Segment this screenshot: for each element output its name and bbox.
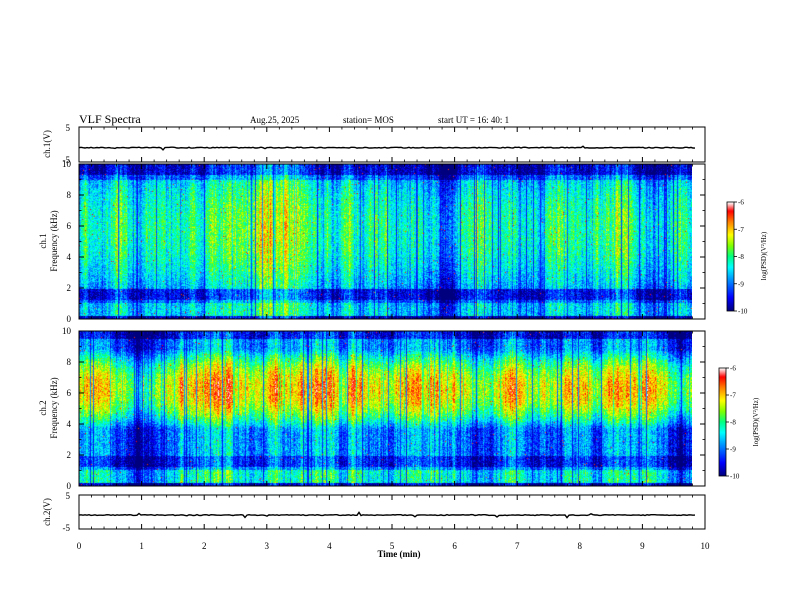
ch2-spec-y-tick-label: 0 [67, 481, 72, 491]
time-axis-tick-labels: 0 1 2 3 4 5 6 7 8 9 10 [77, 541, 710, 551]
ch2-colorbar-tick-label: -6 [730, 365, 736, 373]
ch1-waveform-x-ticks [78, 127, 706, 162]
ch2-wave-ytick-top: 5 [66, 491, 71, 501]
ch1-colorbar-gradient [727, 202, 734, 311]
ch1-colorbar-tick-label: -8 [738, 253, 744, 261]
time-tick-label: 7 [515, 541, 520, 551]
time-tick-label: 1 [139, 541, 144, 551]
start-ut-label: start UT = 16: 40: 1 [438, 115, 509, 125]
ch2-colorbar-tick-label: -8 [730, 419, 736, 427]
ch1-spectrogram-panel: 0 2 4 6 8 10 ch.1 Frequency (kHz) -6 -7 -8 -9 -10… [38, 159, 768, 324]
ch1-spec-ylabel-channel: ch.1 [38, 233, 48, 248]
ch2-spec-y-tick-label: 2 [67, 450, 72, 460]
ch1-colorbar-ticks: -6 -7 -8 -9 -10 [734, 199, 748, 316]
ch2-colorbar-tick-label: -10 [730, 473, 740, 481]
ch2-waveform-frame [78, 494, 706, 530]
ch1-wave-ylabel: ch.1(V) [42, 130, 52, 158]
ch2-spectrogram-canvas [79, 331, 692, 486]
ch2-wave-ytick-bottom: -5 [63, 523, 71, 533]
ch1-wave-ytick-bottom: -5 [63, 155, 71, 165]
ch2-spec-y-tick-label: 10 [62, 326, 72, 336]
ch2-spec-y-tick-label: 4 [67, 419, 72, 429]
ch2-waveform-x-ticks [78, 495, 706, 529]
time-tick-label: 2 [202, 541, 207, 551]
ch1-spectrogram-canvas [79, 164, 692, 319]
ch2-colorbar-tick-label: -9 [730, 446, 736, 454]
ch1-colorbar-tick-label: -6 [738, 199, 744, 207]
ch1-spec-y-tick-label: 10 [62, 159, 72, 169]
ch1-colorbar-tick-label: -7 [738, 226, 744, 234]
ch1-spec-y-tick-label: 2 [67, 283, 72, 293]
ch2-colorbar-label: log(PSD)(V²/Hz) [752, 397, 760, 446]
ch1-waveform-trace [78, 145, 696, 151]
ch1-waveform-frame [78, 126, 706, 163]
time-tick-label: 5 [390, 541, 395, 551]
ch1-spec-y-tick-label: 0 [67, 314, 72, 324]
time-tick-label: 9 [640, 541, 645, 551]
station-label: station= MOS [343, 115, 394, 125]
ch2-spectrogram-y-ticks: 0 2 4 6 8 10 [62, 326, 705, 491]
ch2-colorbar-gradient [719, 368, 726, 476]
ch1-spectrogram-y-ticks: 0 2 4 6 8 10 [62, 159, 705, 324]
ch1-colorbar-tick-label: -9 [738, 280, 744, 288]
time-tick-label: 3 [265, 541, 270, 551]
ch2-wave-ylabel: ch.2(V) [42, 498, 52, 526]
ch2-waveform-trace [78, 511, 696, 519]
time-tick-label: 6 [452, 541, 457, 551]
ch2-spec-ylabel-channel: ch.2 [38, 400, 48, 415]
time-tick-label: 8 [578, 541, 583, 551]
ch2-spectrogram-panel: 0 2 4 6 8 10 ch.2 Frequency (kHz) -6 -7 -8 -9 -10… [38, 326, 760, 491]
time-tick-label: 0 [77, 541, 82, 551]
ch2-colorbar-ticks: -6 -7 -8 -9 -10 [726, 365, 740, 481]
ch1-spec-y-tick-label: 6 [67, 221, 72, 231]
ch1-wave-ytick-top: 5 [66, 123, 71, 133]
time-tick-label: 10 [701, 541, 711, 551]
ch1-colorbar-label: log(PSD)(V²/Hz) [760, 231, 768, 280]
ch2-spec-y-tick-label: 6 [67, 388, 72, 398]
time-axis-label: Time (min) [377, 549, 420, 559]
ch2-spec-ylabel-frequency: Frequency (kHz) [49, 377, 59, 438]
ch1-spec-y-tick-label: 8 [67, 190, 72, 200]
ch1-waveform-panel: 5 -5 ch.1(V) [42, 123, 706, 165]
figure-title: VLF Spectra [79, 112, 141, 126]
ch2-waveform-panel: 5 -5 ch.2(V) [42, 491, 706, 533]
date-label: Aug.25, 2025 [250, 115, 300, 125]
ch1-spec-y-tick-label: 4 [67, 252, 72, 262]
ch1-spectrogram-x-ticks [78, 164, 706, 319]
ch2-colorbar-tick-label: -7 [730, 392, 736, 400]
ch2-spec-y-tick-label: 8 [67, 357, 72, 367]
ch1-colorbar-tick-label: -10 [738, 308, 748, 316]
ch2-spectrogram-x-ticks [78, 331, 706, 486]
ch1-spec-ylabel-frequency: Frequency (kHz) [49, 210, 59, 271]
time-tick-label: 4 [327, 541, 332, 551]
